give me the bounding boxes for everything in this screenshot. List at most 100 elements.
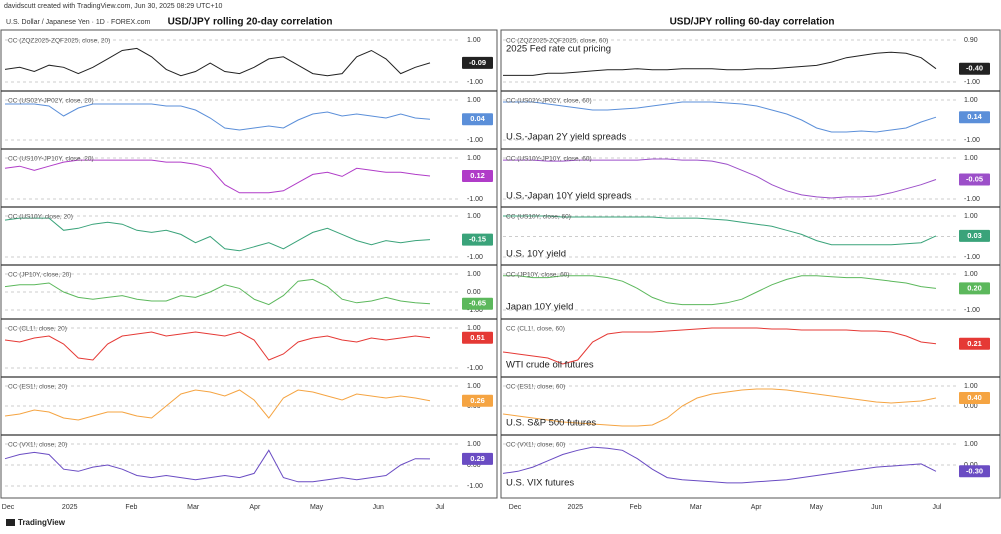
y-tick-label: -1.00 [467, 79, 483, 86]
last-value-badge [462, 113, 493, 126]
y-tick-label: -1.00 [964, 196, 980, 203]
annotation: U.S. VIX futures [506, 478, 574, 489]
x-tick-label: Dec [2, 504, 15, 511]
last-value-badge [462, 331, 493, 344]
series-label: CC (ES1!, close, 60) [506, 384, 565, 391]
column-title: USD/JPY rolling 60-day correlation [670, 17, 835, 28]
y-tick-label: 1.00 [467, 325, 481, 332]
last-value-label: 0.40 [967, 393, 982, 402]
last-value-label: 0.21 [967, 339, 982, 348]
series-line [503, 51, 937, 76]
series-line [4, 159, 431, 194]
y-tick-label: 1.00 [467, 383, 481, 390]
last-value-label: 0.04 [470, 114, 485, 123]
column-frame [500, 29, 1001, 499]
y-tick-label: 1.00 [964, 155, 978, 162]
last-value-label: -0.05 [966, 175, 983, 184]
annotation: U.S.-Japan 2Y yield spreads [506, 132, 626, 143]
y-tick-label: 1.00 [964, 383, 978, 390]
last-value-label: 0.26 [470, 396, 485, 405]
series-label: CC (US02Y-JP02Y, close, 60) [506, 98, 592, 105]
annotation: WTI crude oil futures [506, 360, 594, 371]
series-line [502, 327, 937, 365]
last-value-label: 0.29 [470, 454, 485, 463]
series-label: CC (US10Y-JP10Y, close, 60) [506, 156, 592, 163]
last-value-badge [462, 297, 493, 310]
last-value-badge [959, 465, 990, 478]
y-tick-label: 1.00 [467, 155, 481, 162]
credit: davidscutt created with TradingView.com,… [4, 3, 222, 10]
series-label: CC (US02Y-JP02Y, close, 20) [8, 98, 94, 105]
last-value-badge [462, 170, 493, 183]
series-line [4, 47, 431, 77]
series-label: CC (VX1!, close, 60) [506, 442, 565, 449]
series-line [502, 446, 937, 484]
last-value-badge [462, 56, 493, 69]
y-tick-label: 1.00 [964, 441, 978, 448]
series-line [4, 331, 431, 361]
symbol: U.S. Dollar / Japanese Yen · 1D · FOREX.… [6, 19, 151, 26]
series-label: CC (ZQZ2025-ZQF2025, close, 60) [506, 38, 608, 45]
x-tick-label: May [810, 504, 824, 511]
series-line [5, 103, 431, 131]
y-tick-label: 1.00 [964, 97, 978, 104]
y-tick-label: -1.00 [467, 137, 483, 144]
annotation: 2025 Fed rate cut pricing [506, 44, 611, 55]
logo-icon [6, 519, 15, 526]
y-tick-label: -1.00 [964, 137, 980, 144]
x-tick-label: 2025 [62, 504, 78, 511]
y-tick-label: 1.00 [467, 441, 481, 448]
last-value-badge [959, 111, 990, 124]
last-value-badge [462, 233, 493, 246]
last-value-badge [959, 282, 990, 295]
series-label: CC (US10Y, close, 60) [506, 214, 571, 221]
last-value-label: 0.12 [470, 171, 485, 180]
x-tick-label: 2025 [567, 504, 583, 511]
last-value-label: -0.30 [966, 466, 983, 475]
last-value-badge [462, 394, 493, 407]
series-label: CC (JP10Y, close, 60) [506, 272, 569, 279]
series-label: CC (US10Y-JP10Y, close, 20) [8, 156, 94, 163]
x-tick-label: Feb [125, 504, 137, 511]
y-tick-label: -1.00 [467, 254, 483, 261]
annotation: Japan 10Y yield [506, 302, 573, 313]
y-tick-label: 0.00 [467, 289, 481, 296]
last-value-label: -0.15 [469, 235, 486, 244]
series-line [503, 275, 937, 306]
series-line [503, 158, 937, 199]
series-line [4, 278, 431, 306]
y-tick-label: -1.00 [467, 365, 483, 372]
last-value-label: 0.03 [967, 231, 982, 240]
series-label: CC (US10Y, close, 20) [8, 214, 73, 221]
x-tick-label: Jun [373, 504, 384, 511]
y-tick-label: -1.00 [467, 483, 483, 490]
x-tick-label: Jul [436, 504, 445, 511]
series-label: CC (CL1!, close, 20) [8, 326, 67, 333]
logo: TradingView [18, 518, 66, 527]
column-title: USD/JPY rolling 20-day correlation [168, 17, 333, 28]
series-line [4, 389, 431, 421]
series-line [4, 217, 431, 252]
last-value-label: -0.40 [966, 64, 983, 73]
series-label: CC (ZQZ2025-ZQF2025, close, 20) [8, 38, 110, 45]
x-tick-label: Mar [187, 504, 200, 511]
series-line [4, 449, 431, 483]
x-tick-label: Dec [509, 504, 522, 511]
y-tick-label: 1.00 [964, 271, 978, 278]
y-tick-label: 0.00 [467, 462, 481, 469]
y-tick-label: 1.00 [467, 271, 481, 278]
y-tick-label: -1.00 [964, 254, 980, 261]
y-tick-label: 0.00 [964, 403, 978, 410]
series-line [503, 215, 937, 246]
last-value-badge [959, 337, 990, 350]
last-value-label: 0.14 [967, 112, 982, 121]
series-label: CC (CL1!, close, 60) [506, 326, 565, 333]
last-value-badge [959, 392, 990, 404]
x-tick-label: Jul [933, 504, 942, 511]
series-line [502, 388, 937, 427]
y-tick-label: -1.00 [467, 307, 483, 314]
column-frame [0, 29, 498, 499]
y-tick-label: -1.00 [964, 307, 980, 314]
